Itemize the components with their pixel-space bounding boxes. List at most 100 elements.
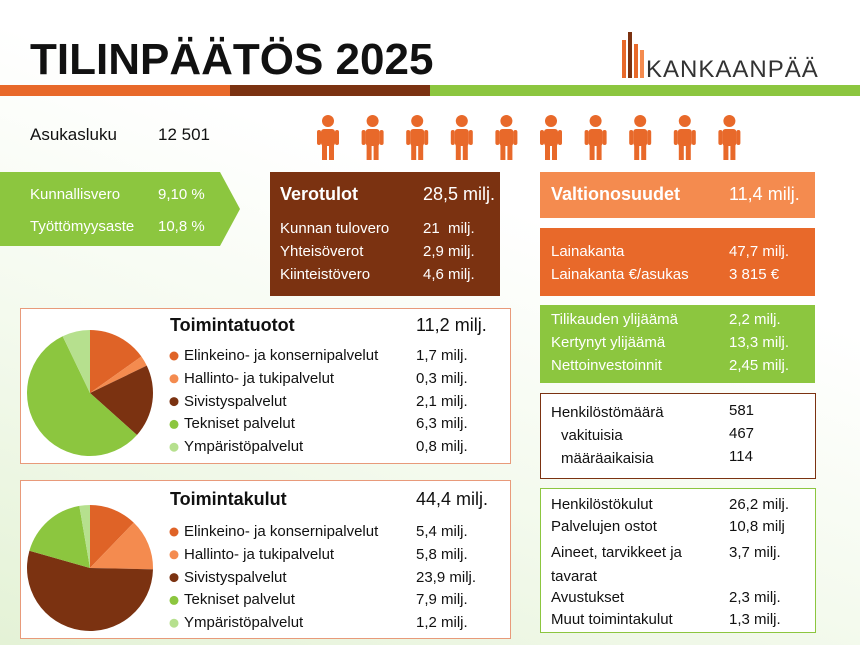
surplus-value: 2,45 milj. (729, 357, 790, 374)
surplus-label: Kertynyt ylijäämä (551, 334, 666, 351)
legend-label: Elinkeino- ja konsernipalvelut (184, 523, 379, 540)
costs-value: 1,3 milj. (729, 611, 781, 628)
costs-box (540, 488, 816, 633)
legend-dot (169, 527, 179, 537)
costs-label: Palvelujen ostot (551, 518, 657, 535)
legend-label: Ympäristöpalvelut (184, 438, 304, 456)
tax-total: 28,5 milj. (423, 184, 496, 204)
pie-slice (62, 330, 90, 393)
bar-green (430, 85, 860, 96)
person-icon (718, 115, 741, 160)
person-icon (629, 115, 652, 160)
legend-label: Hallinto- ja tukipalvelut (184, 545, 335, 563)
costs-label: Aineet, tarvikkeet ja tavarat (551, 544, 682, 585)
costs-value: 2,3 milj. (729, 589, 781, 606)
legend-dot (169, 351, 179, 361)
pie-slice (90, 505, 134, 568)
staff-box (540, 393, 816, 479)
rates-label: Kunnallisvero (30, 186, 121, 203)
tax-box (270, 172, 500, 296)
surplus-label: Nettoinvestoinnit (551, 357, 662, 374)
person-icon (450, 115, 473, 160)
loans-value: 3 815 € (729, 266, 780, 283)
tax-label: Yhteisöverot (280, 243, 364, 260)
costs-label: Muut toimintakulut (551, 611, 673, 628)
legend-label: Elinkeino- ja konsernipalvelut (184, 347, 379, 364)
tax-value: 21 milj. (423, 220, 475, 237)
staff-value: 114 (729, 448, 753, 465)
legend-label: Tekniset palvelut (184, 591, 295, 609)
rates-label: Työttömyysaste (30, 218, 135, 235)
legend-dot (169, 442, 179, 452)
staff-value: 581 (729, 402, 755, 419)
legend-dot (169, 397, 179, 407)
legend-dot (169, 595, 179, 605)
legend-value: 5,8 milj. (416, 545, 468, 563)
loans-value: 47,7 milj. (729, 243, 790, 260)
pie-slice (90, 365, 154, 435)
person-icon (673, 115, 696, 160)
person-icon (540, 115, 562, 160)
aid-value: 11,4 milj. (729, 184, 800, 204)
surplus-value: 2,2 milj. (729, 311, 781, 328)
legend-dot (169, 374, 179, 384)
title: TILINPÄÄTÖS 2025 (30, 35, 434, 84)
tax-value: 4,6 milj. (423, 266, 475, 283)
legend-dot (169, 573, 179, 583)
aid-box (540, 172, 815, 218)
legend-label: Hallinto- ja tukipalvelut (184, 369, 335, 387)
legend-label: Tekniset palvelut (184, 415, 295, 433)
pie-slice (90, 522, 153, 570)
pie-slice (79, 505, 90, 568)
legend-value: 0,3 milj. (416, 369, 468, 387)
tax-label: Kunnan tulovero (280, 220, 390, 237)
surplus-value: 13,3 milj. (729, 334, 790, 351)
pie-slice (27, 550, 153, 631)
tax-value: 2,9 milj. (423, 243, 475, 260)
person-icon (495, 115, 518, 160)
operating_costs-total: 44,4 milj. (416, 489, 489, 509)
legend-dot (169, 419, 179, 429)
costs-value: 10,8 milj (729, 518, 785, 535)
logo-mark (622, 32, 644, 78)
rates-value: 10,8 % (158, 218, 205, 235)
population-value: 12 501 (158, 125, 210, 144)
costs-value: 3,7 milj. (729, 544, 781, 561)
legend-label: Ympäristöpalvelut (184, 614, 304, 632)
legend-dot (169, 618, 179, 628)
operating_income-total: 11,2 milj. (416, 315, 487, 335)
loans-label: Lainakanta (551, 243, 625, 260)
staff-label: vakituisia (561, 427, 623, 444)
costs-label: Henkilöstökulut (551, 496, 653, 513)
staff-value: 467 (729, 425, 755, 442)
loan-box (540, 228, 815, 296)
staff-label: Henkilöstömäärä (551, 404, 664, 421)
person-icon (584, 115, 607, 160)
tax-title: Verotulot (280, 184, 359, 204)
legend-label: Sivistyspalvelut (184, 568, 287, 586)
legend-value: 0,8 milj. (416, 438, 468, 456)
person-icon (361, 115, 384, 160)
legend-value: 5,4 milj. (416, 523, 468, 540)
rates-value: 9,10 % (158, 186, 205, 203)
legend-value: 7,9 milj. (416, 591, 468, 609)
surplus-box (540, 305, 815, 383)
legend-value: 1,2 milj. (416, 614, 468, 632)
staff-label: määräaikaisia (561, 450, 654, 467)
legend-label: Sivistyspalvelut (184, 392, 287, 410)
tax-label: Kiinteistövero (280, 266, 371, 283)
costs-label: Avustukset (551, 589, 625, 606)
pie-slice (27, 336, 137, 456)
rates-arrow (0, 172, 240, 246)
legend-dot (169, 550, 179, 560)
population-label: Asukasluku (30, 125, 117, 144)
person-icon (317, 115, 339, 160)
loans-label: Lainakanta €/asukas (551, 266, 689, 283)
legend-value: 6,3 milj. (416, 415, 468, 433)
operating_costs-title: Toimintakulut (170, 489, 287, 509)
costs-value: 26,2 milj. (729, 496, 790, 513)
pie-slice (29, 505, 90, 568)
operating_income-title: Toimintatuotot (170, 315, 295, 335)
